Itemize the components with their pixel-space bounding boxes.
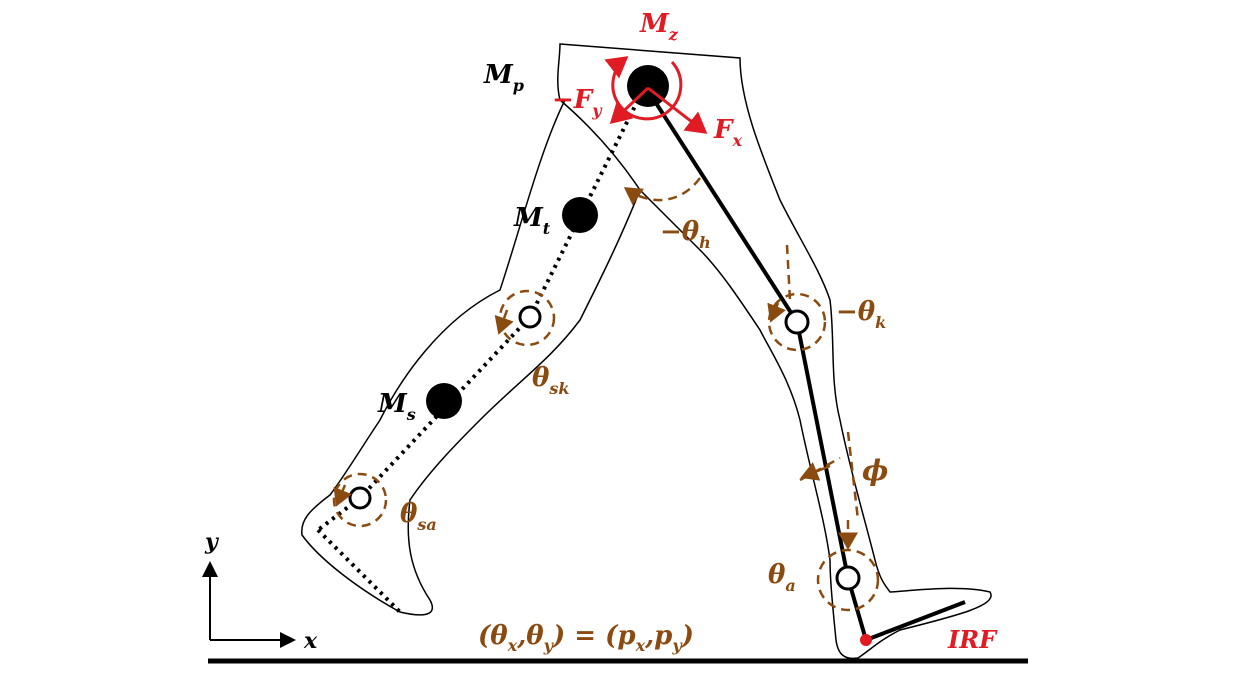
swing-leg-segments [316,85,647,614]
contact-point-label: IRF [947,625,998,654]
swing-ankle-joint [348,486,372,510]
knee-angle-label: −θk [836,297,886,332]
coordinate-axes [202,561,296,648]
swing-ankle-arrow [333,484,353,507]
force-x-label: Fx [713,115,742,150]
swing-knee-arrow [494,309,514,335]
angle-indicators [332,177,880,612]
shank-mass [426,383,462,419]
thigh-mass [562,197,598,233]
stance-leg-outline [557,43,992,660]
foot-angle-label: ϕ [862,454,888,487]
stance-knee-joint [784,309,810,335]
shank-mass-label: Ms [377,389,416,424]
hip-moment-label: Mz [639,9,679,44]
hip-loads [604,56,708,134]
axis-y-label: y [204,529,220,555]
contact-equation: (θx,θy) = (px,py) [478,621,694,655]
contact-point-marker [860,634,872,646]
knee-angle-arrow [767,302,786,323]
hip-angle-label: −θh [660,217,711,252]
pelvis-mass-label: Mp [483,60,524,95]
stance-ankle-joint [835,565,861,591]
foot-angle-arrow [800,462,831,481]
axis-x-label: x [303,628,318,654]
force-y-label: −Fy [552,85,603,120]
swing-knee-joint [518,305,542,329]
swing-knee-angle-label: θsk [532,363,569,398]
swing-leg-outline [301,99,641,616]
stance-leg-segments [643,84,966,642]
thigh-mass-label: Mt [513,203,551,238]
swing-ankle-angle-label: θsa [400,499,437,534]
ankle-angle-label: θa [768,560,796,595]
